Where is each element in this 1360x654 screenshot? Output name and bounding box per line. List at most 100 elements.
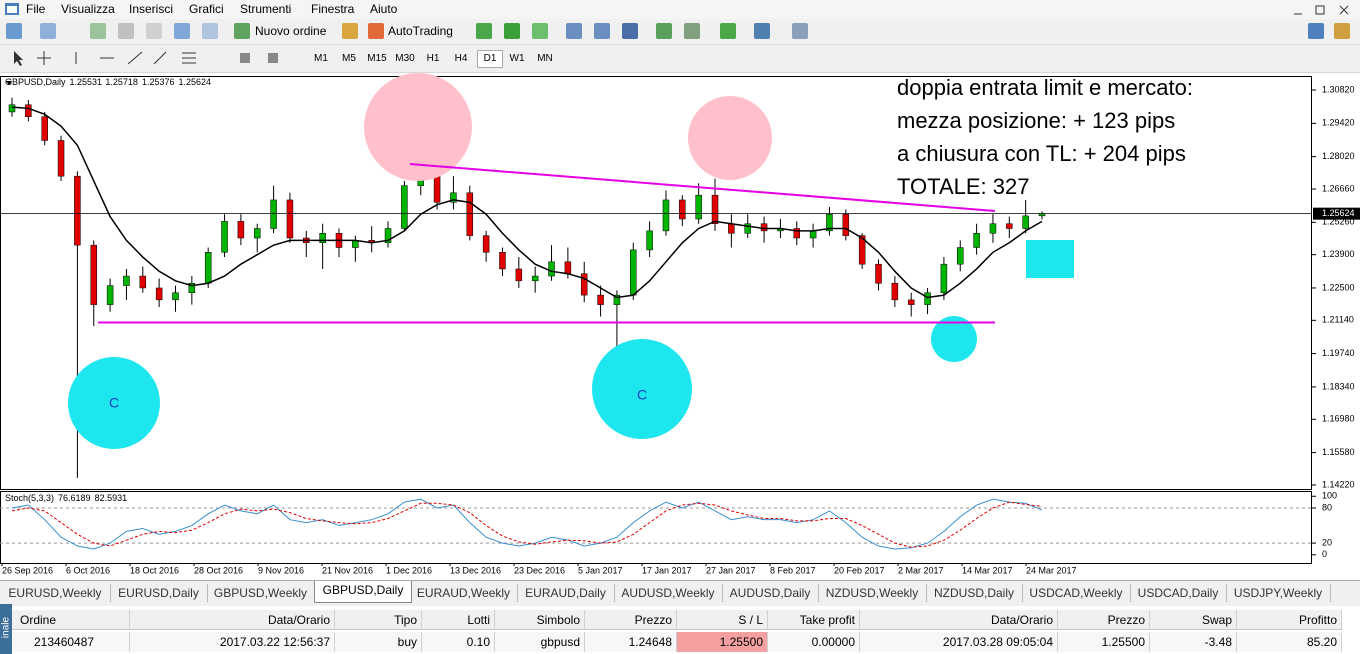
x-tick-label: 1 Dec 2016 (386, 565, 432, 575)
y-tick-label: 1.22500 (1322, 282, 1355, 292)
x-tick-label: 27 Jan 2017 (706, 565, 756, 575)
toolbar: Nuovo ordine AutoTrading (0, 19, 1360, 45)
y-tick-label: 1.26660 (1322, 183, 1355, 193)
timeframe-button[interactable]: M1 (314, 53, 328, 64)
side-tab-label: inale (0, 616, 12, 639)
candle-body (679, 199, 686, 220)
y-tick-label: 1.18340 (1322, 381, 1355, 391)
timeframe-button[interactable]: M30 (395, 53, 415, 64)
data-window-icon[interactable] (146, 23, 162, 39)
candle-body (466, 192, 474, 236)
tester-icon[interactable] (202, 23, 218, 39)
market-watch-icon[interactable] (90, 23, 106, 39)
terminal-icon[interactable] (174, 23, 190, 39)
y-tick-label: 1.28020 (1322, 151, 1355, 161)
menu-item[interactable]: Finestra (311, 2, 355, 16)
menu-item[interactable]: Inserisci (129, 2, 174, 16)
menu-item[interactable]: Aiuto (370, 2, 398, 16)
table-cell: 1.25500 (677, 632, 768, 652)
chart-tab[interactable]: EURUSD,Weekly (0, 584, 111, 602)
menu-item[interactable]: Visualizza (61, 2, 115, 16)
chart-tab[interactable]: GBPUSD,Weekly (207, 584, 315, 602)
x-tick-label: 17 Jan 2017 (642, 565, 692, 575)
column-header[interactable]: Ordine (12, 610, 130, 630)
templates-icon[interactable] (792, 23, 808, 39)
search-icon[interactable] (1308, 23, 1324, 39)
chart-tab[interactable]: EURAUD,Weekly (410, 584, 518, 602)
chart-tab[interactable]: GBPUSD,Daily (314, 581, 412, 603)
chart-tab[interactable]: NZDUSD,Weekly (818, 584, 927, 602)
menu-item[interactable]: Grafici (189, 2, 224, 16)
chart-background (0, 73, 1360, 580)
column-header[interactable]: Data/Orario (860, 610, 1058, 630)
zoom-out-icon[interactable] (594, 23, 610, 39)
navigator-icon[interactable] (118, 23, 134, 39)
column-header[interactable]: Prezzo (585, 610, 677, 630)
table-cell: 2017.03.28 09:05:04 (860, 632, 1058, 652)
candle-body (957, 247, 964, 265)
timeframe-button[interactable]: H1 (426, 53, 440, 64)
new-order-icon[interactable] (234, 23, 250, 39)
line-chart-icon[interactable] (532, 23, 548, 39)
terminal-side-tab[interactable]: inale (0, 604, 12, 654)
timeframe-button[interactable]: M15 (367, 53, 387, 64)
menu-item[interactable]: File (26, 2, 46, 16)
editor-icon[interactable] (342, 23, 358, 39)
chat-icon[interactable] (1334, 23, 1350, 39)
chart-tab[interactable]: NZDUSD,Daily (926, 584, 1023, 602)
column-header[interactable]: Simbolo (495, 610, 585, 630)
autotrading-button[interactable]: AutoTrading (388, 24, 453, 38)
x-tick-label: 28 Oct 2016 (194, 565, 243, 575)
zoom-in-icon[interactable] (566, 23, 582, 39)
candles-icon[interactable] (504, 23, 520, 39)
indicators-icon[interactable] (720, 23, 736, 39)
column-header[interactable]: Swap (1150, 610, 1237, 630)
timeframe-button[interactable]: W1 (509, 53, 525, 64)
column-header[interactable]: Prezzo (1058, 610, 1150, 630)
timeframe-button[interactable]: M5 (342, 53, 356, 64)
timeframe-button[interactable]: MN (537, 53, 553, 64)
candle-body (613, 294, 621, 305)
candle-body (630, 249, 637, 296)
drawing-tools[interactable] (6, 49, 296, 67)
chart-tab[interactable]: USDJPY,Weekly (1226, 584, 1331, 602)
bar-chart-icon[interactable] (476, 23, 492, 39)
x-tick-label: 21 Nov 2016 (322, 565, 373, 575)
tile-icon[interactable] (622, 23, 638, 39)
chart-tab[interactable]: AUDUSD,Weekly (614, 584, 723, 602)
x-tick-label: 24 Mar 2017 (1026, 565, 1077, 575)
profiles-icon[interactable] (40, 23, 56, 39)
price-frame (0, 76, 1312, 490)
chart-tab[interactable]: AUDUSD,Daily (722, 584, 819, 602)
chart: C C doppia entrata limit e mercato: mezza… (0, 73, 1360, 580)
column-header[interactable]: Data/Orario (130, 610, 335, 630)
chart-tab[interactable]: EURAUD,Daily (517, 584, 615, 602)
new-order-button[interactable]: Nuovo ordine (255, 24, 327, 38)
candle-body (90, 244, 97, 305)
periods-icon[interactable] (754, 23, 770, 39)
chart-tab[interactable]: USDCAD,Weekly (1022, 584, 1131, 602)
menu-item[interactable]: Strumenti (240, 2, 292, 16)
autotrading-icon[interactable] (368, 23, 384, 39)
cyan-circle (592, 339, 692, 439)
autoscroll-icon[interactable] (656, 23, 672, 39)
window-controls[interactable] (1290, 3, 1356, 17)
candle-body (662, 199, 670, 232)
column-header[interactable]: Lotti (422, 610, 495, 630)
y-tick-label: 1.19740 (1322, 348, 1355, 358)
osc-tick-label: 0 (1322, 549, 1327, 559)
column-header[interactable]: S / L (677, 610, 768, 630)
timeframe-button[interactable]: D1 (477, 50, 503, 68)
candle-body (973, 233, 980, 248)
column-header[interactable]: Tipo (335, 610, 422, 630)
y-tick-label: 1.30820 (1322, 84, 1355, 94)
candle-body (286, 199, 294, 239)
shift-icon[interactable] (684, 23, 700, 39)
timeframe-button[interactable]: H4 (454, 53, 468, 64)
chart-tab[interactable]: EURUSD,Daily (110, 584, 208, 602)
chart-tab[interactable]: USDCAD,Daily (1130, 584, 1227, 602)
column-header[interactable]: Profitto (1237, 610, 1342, 630)
new-chart-icon[interactable] (6, 23, 22, 39)
chart-tabs: EURUSD,Weekly EURUSD,Daily GBPUSD,Weekly GB… (0, 580, 1360, 605)
column-header[interactable]: Take profit (768, 610, 860, 630)
